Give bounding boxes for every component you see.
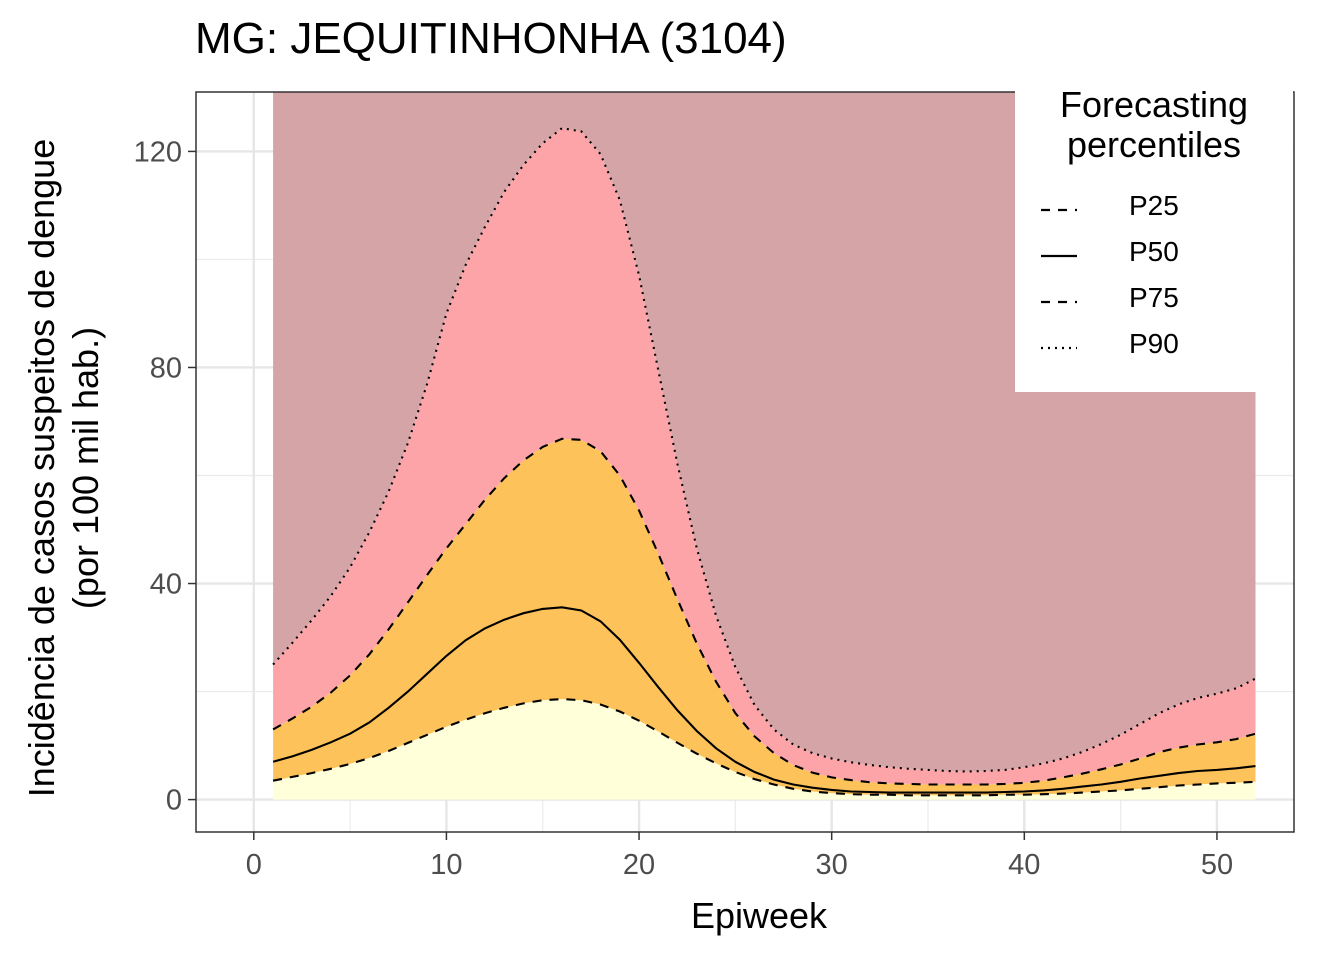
legend-title: Forecasting percentiles xyxy=(1015,85,1293,165)
y-tick-label: 80 xyxy=(150,352,182,384)
legend-label-p25: P25 xyxy=(1129,190,1179,221)
x-axis-label: Epiweek xyxy=(691,895,828,936)
x-tick-label: 50 xyxy=(1201,849,1233,881)
dotted-line-icon xyxy=(1041,346,1077,350)
x-tick-label: 30 xyxy=(816,849,848,881)
dashed-line-icon xyxy=(1041,208,1077,212)
band-above-p90 xyxy=(273,92,1256,772)
x-tick-label: 10 xyxy=(430,849,462,881)
y-axis-label-line1: Incidência de casos suspeitos de dengue xyxy=(21,139,62,797)
legend-title-line2: percentiles xyxy=(1066,124,1242,165)
band-below-p25 xyxy=(273,699,1256,800)
band-p75-p90 xyxy=(273,128,1256,785)
dashed-line-icon xyxy=(1041,300,1077,304)
legend-item-p25: P25 xyxy=(1039,186,1289,232)
chart-title: MG: JEQUITINHONHA (3104) xyxy=(195,14,787,63)
x-tick-label: 20 xyxy=(623,849,655,881)
y-axis-label-line2: (por 100 mil hab.) xyxy=(65,327,106,609)
x-tick-label: 40 xyxy=(1008,849,1040,881)
percentile-lines xyxy=(272,127,1256,797)
plot-panel-border xyxy=(195,91,1295,833)
y-axis: 0 40 80 120 xyxy=(134,136,196,817)
y-tick-label: 40 xyxy=(150,569,182,601)
solid-line-icon xyxy=(1041,254,1077,258)
x-axis: 0 10 20 30 40 50 xyxy=(246,832,1233,881)
legend-item-p90: P90 xyxy=(1039,324,1289,370)
legend-label-p50: P50 xyxy=(1129,236,1179,267)
y-axis-label: Incidência de casos suspeitos de dengue … xyxy=(21,139,106,797)
legend-label-p90: P90 xyxy=(1129,328,1179,359)
legend-label-p75: P75 xyxy=(1129,282,1179,313)
percentile-bands xyxy=(273,92,1256,800)
line-p25 xyxy=(272,698,1256,797)
legend-title-line1: Forecasting xyxy=(1059,84,1249,125)
y-tick-label: 120 xyxy=(134,136,182,168)
legend-item-p50: P50 xyxy=(1039,232,1289,278)
legend-item-p75: P75 xyxy=(1039,278,1289,324)
band-p25-p75 xyxy=(273,438,1256,796)
line-p50 xyxy=(272,606,1256,794)
legend: Forecasting percentiles P25 P50 P75 P90 xyxy=(1015,82,1293,392)
x-tick-label: 0 xyxy=(246,849,262,881)
y-tick-label: 0 xyxy=(166,785,182,817)
